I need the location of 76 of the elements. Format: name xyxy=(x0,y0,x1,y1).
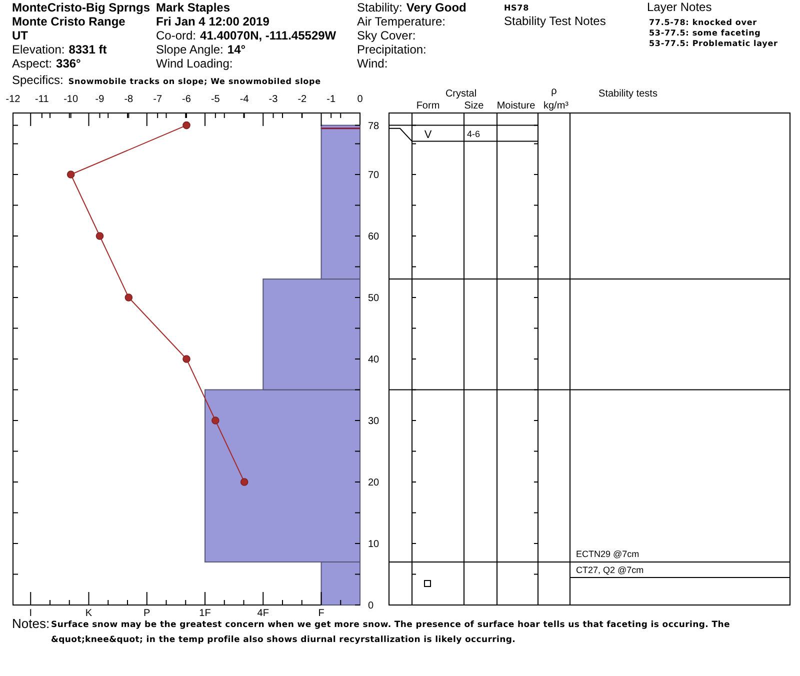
text: 8331 ft xyxy=(68,42,107,56)
text: Wind Loading: xyxy=(156,56,233,70)
text: 77.5-78: knocked over xyxy=(649,18,757,27)
text: F xyxy=(318,608,324,619)
x-tick-label: -5 xyxy=(210,94,220,105)
text: 336° xyxy=(56,56,82,70)
text: Layer Notes xyxy=(647,0,712,14)
text: ECTN29 @7cm xyxy=(576,549,640,559)
x-tick-label: -4 xyxy=(240,94,250,105)
x-tick-label: -9 xyxy=(95,94,105,105)
x-tick-label: -12 xyxy=(6,94,21,105)
x-tick-label: 0 xyxy=(357,94,364,105)
y-tick-label: 70 xyxy=(368,170,380,181)
text: Form xyxy=(416,100,440,112)
text: Elevation: xyxy=(12,42,65,56)
point xyxy=(66,170,75,178)
text: I xyxy=(29,608,32,619)
text: Air Temperature: xyxy=(357,14,446,28)
x-tick-label: -8 xyxy=(124,94,134,105)
text: Mark Staples xyxy=(156,0,230,14)
text: Specifics: xyxy=(12,73,64,87)
text: Very Good xyxy=(406,0,466,14)
text: Size xyxy=(464,100,484,112)
y-tick-label: 40 xyxy=(368,354,380,366)
text: Stability tests xyxy=(598,88,658,100)
text: 53-77.5: Problematic layer xyxy=(649,39,778,48)
x-tick-label: -7 xyxy=(153,94,162,105)
text: 41.40070N, -111.45529W xyxy=(200,28,337,42)
text: Snowmobile tracks on slope; We snowmobiled slope xyxy=(68,77,322,86)
y-tick-label: 78 xyxy=(368,120,380,132)
text: CT27, Q2 @7cm xyxy=(576,565,644,575)
text: ρ xyxy=(551,86,558,97)
text: HS78 xyxy=(504,4,530,12)
text: Surface snow may be the greatest concern when we get more snow. The presence of surface hoar tells us that faceting is occuring. The &quot;knee&quot; in the temp profile also shows diurnal recyrstallization is likely occurring. xyxy=(51,620,730,645)
y-tick-label: 0 xyxy=(368,600,374,612)
text: Wind: xyxy=(357,56,388,70)
text: Aspect: xyxy=(12,56,52,70)
y-tick-label: 10 xyxy=(368,539,380,550)
text: 4-6 xyxy=(467,129,480,139)
x-tick-label: -2 xyxy=(298,94,308,105)
text: Stability Test Notes xyxy=(504,14,606,28)
text: 53-77.5: some faceting xyxy=(649,28,761,38)
text: Moisture xyxy=(496,100,536,112)
text: Fri Jan 4 12:00 2019 xyxy=(156,14,270,28)
y-tick-label: 20 xyxy=(368,478,380,488)
text: 14° xyxy=(227,42,246,56)
text: Crystal xyxy=(445,88,477,100)
text: K xyxy=(85,608,92,619)
text: Slope Angle: xyxy=(156,42,224,56)
x-tick-label: -6 xyxy=(182,94,192,105)
text: Stability: xyxy=(357,0,402,14)
x-tick-label: -10 xyxy=(64,94,78,105)
point xyxy=(212,416,220,424)
x-tick-label: -11 xyxy=(35,94,50,105)
text: kg/m³ xyxy=(544,100,570,112)
x-tick-label: -1 xyxy=(326,94,336,105)
text: 1F xyxy=(199,608,211,619)
point xyxy=(182,121,190,130)
text: Notes: xyxy=(12,616,50,631)
text: V xyxy=(424,129,432,141)
y-tick-label: 30 xyxy=(368,416,380,427)
x-tick-label: -3 xyxy=(268,94,278,105)
text: Co-ord: xyxy=(156,28,196,42)
point xyxy=(182,355,190,363)
point xyxy=(240,478,248,486)
text: Precipitation: xyxy=(357,42,426,56)
text: 4F xyxy=(257,608,269,619)
text: P xyxy=(144,608,151,619)
text: MonteCristo-Big Sprngs xyxy=(12,0,150,14)
text: Sky Cover: xyxy=(357,28,416,42)
point xyxy=(96,232,104,240)
y-tick-label: 50 xyxy=(368,293,380,304)
y-tick-label: 60 xyxy=(368,232,380,242)
text: Monte Cristo Range xyxy=(12,14,126,28)
text: UT xyxy=(12,28,29,42)
point xyxy=(124,294,133,302)
